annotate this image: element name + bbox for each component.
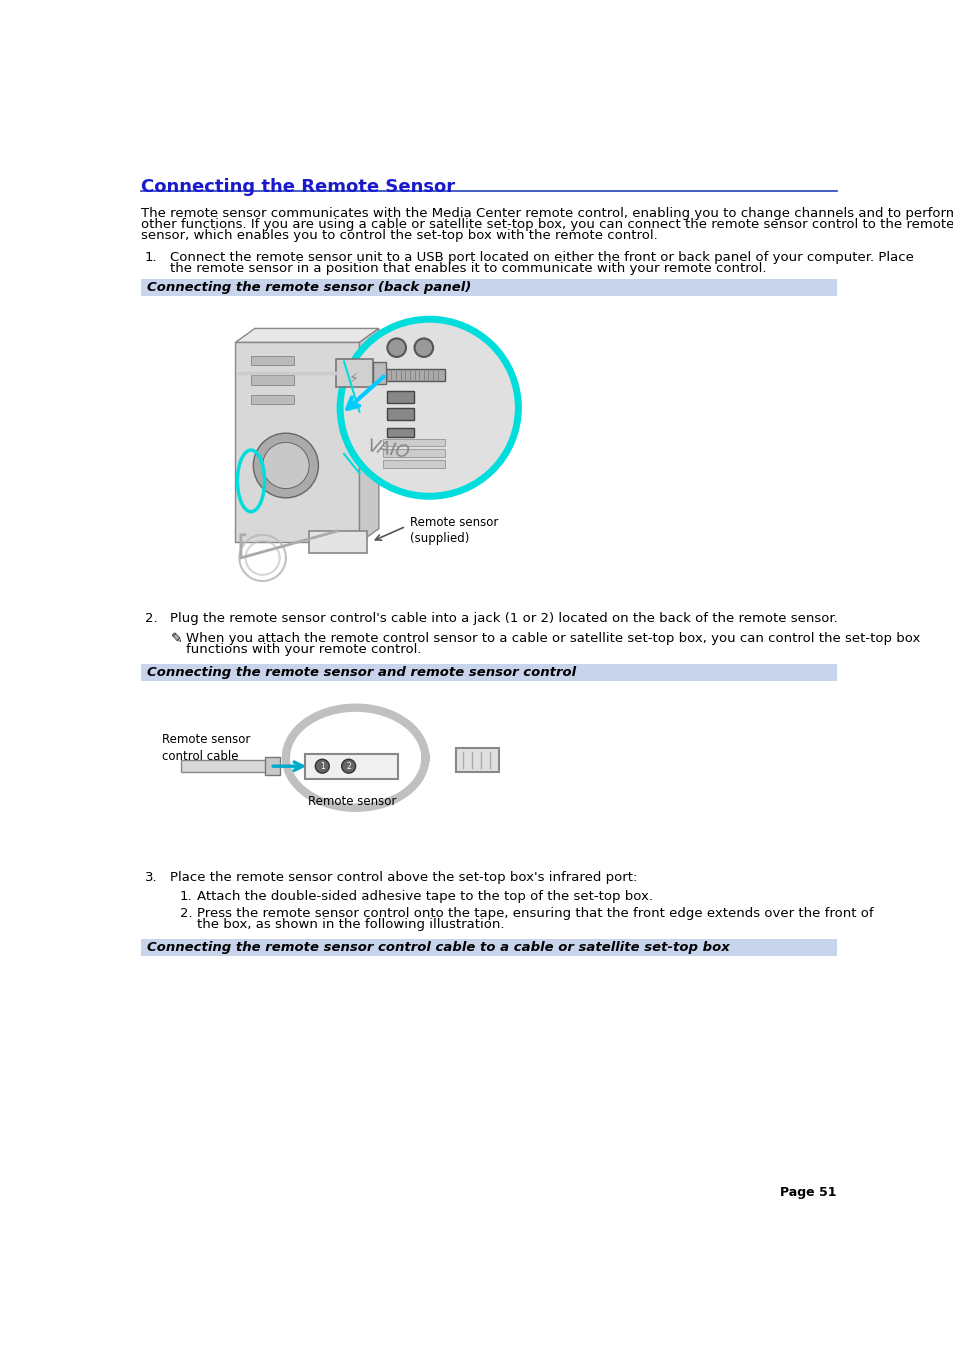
Bar bbox=[141, 939, 836, 955]
Bar bbox=[456, 748, 498, 771]
Text: Connecting the remote sensor (back panel): Connecting the remote sensor (back panel… bbox=[147, 281, 471, 295]
Bar bbox=[382, 450, 444, 457]
Text: The remote sensor communicates with the Media Center remote control, enabling yo: The remote sensor communicates with the … bbox=[141, 207, 953, 220]
Bar bbox=[141, 296, 836, 596]
Bar bbox=[373, 362, 385, 384]
Bar bbox=[309, 531, 367, 553]
Bar bbox=[335, 359, 373, 386]
Bar bbox=[386, 390, 414, 403]
Bar bbox=[382, 369, 444, 381]
Text: VAIO: VAIO bbox=[365, 438, 411, 462]
Circle shape bbox=[315, 759, 329, 773]
Circle shape bbox=[262, 442, 309, 489]
Text: the remote sensor in a position that enables it to communicate with your remote : the remote sensor in a position that ena… bbox=[171, 262, 766, 274]
Text: Attach the double-sided adhesive tape to the top of the set-top box.: Attach the double-sided adhesive tape to… bbox=[196, 890, 652, 902]
Circle shape bbox=[340, 319, 517, 496]
Bar bbox=[305, 754, 397, 778]
Text: Remote sensor: Remote sensor bbox=[307, 796, 395, 808]
Text: functions with your remote control.: functions with your remote control. bbox=[186, 643, 421, 657]
Bar bbox=[141, 280, 836, 296]
Text: 1: 1 bbox=[319, 762, 324, 770]
Bar bbox=[382, 439, 444, 446]
Text: Connecting the remote sensor and remote sensor control: Connecting the remote sensor and remote … bbox=[147, 666, 576, 680]
Bar bbox=[181, 761, 266, 773]
Text: other functions. If you are using a cable or satellite set-top box, you can conn: other functions. If you are using a cabl… bbox=[141, 218, 953, 231]
Text: Plug the remote sensor control's cable into a jack (1 or 2) located on the back : Plug the remote sensor control's cable i… bbox=[171, 612, 838, 624]
Text: the box, as shown in the following illustration.: the box, as shown in the following illus… bbox=[196, 919, 504, 931]
Bar bbox=[382, 461, 444, 467]
Text: Connecting the Remote Sensor: Connecting the Remote Sensor bbox=[141, 177, 455, 196]
Text: Place the remote sensor control above the set-top box's infrared port:: Place the remote sensor control above th… bbox=[171, 871, 638, 884]
Circle shape bbox=[341, 759, 355, 773]
Text: Connect the remote sensor unit to a USB port located on either the front or back: Connect the remote sensor unit to a USB … bbox=[171, 251, 913, 263]
Bar bbox=[141, 681, 836, 854]
Circle shape bbox=[387, 339, 406, 357]
Text: 2.: 2. bbox=[179, 907, 193, 920]
Polygon shape bbox=[235, 328, 378, 342]
Text: 3.: 3. bbox=[145, 871, 157, 884]
Text: ✎: ✎ bbox=[171, 632, 182, 646]
Text: ⚡: ⚡ bbox=[348, 373, 358, 386]
Bar bbox=[386, 408, 414, 420]
Bar bbox=[265, 757, 280, 775]
Text: Page 51: Page 51 bbox=[780, 1186, 836, 1200]
Bar bbox=[235, 342, 359, 543]
Bar bbox=[251, 357, 294, 365]
Bar bbox=[141, 663, 836, 681]
Bar bbox=[251, 376, 294, 385]
Polygon shape bbox=[359, 328, 378, 543]
Text: 2.: 2. bbox=[145, 612, 157, 624]
Text: 1.: 1. bbox=[179, 890, 193, 902]
Text: sensor, which enables you to control the set-top box with the remote control.: sensor, which enables you to control the… bbox=[141, 230, 657, 242]
Bar bbox=[386, 428, 414, 436]
Text: Remote sensor
control cable: Remote sensor control cable bbox=[162, 734, 250, 762]
Text: 1.: 1. bbox=[145, 251, 157, 263]
Text: Connecting the remote sensor control cable to a cable or satellite set-top box: Connecting the remote sensor control cab… bbox=[147, 942, 729, 954]
Circle shape bbox=[253, 434, 318, 497]
Text: 2: 2 bbox=[346, 762, 351, 770]
Bar bbox=[251, 394, 294, 404]
Text: When you attach the remote control sensor to a cable or satellite set-top box, y: When you attach the remote control senso… bbox=[186, 632, 920, 646]
Text: Press the remote sensor control onto the tape, ensuring that the front edge exte: Press the remote sensor control onto the… bbox=[196, 907, 872, 920]
Circle shape bbox=[415, 339, 433, 357]
Text: Remote sensor
(supplied): Remote sensor (supplied) bbox=[410, 516, 497, 544]
